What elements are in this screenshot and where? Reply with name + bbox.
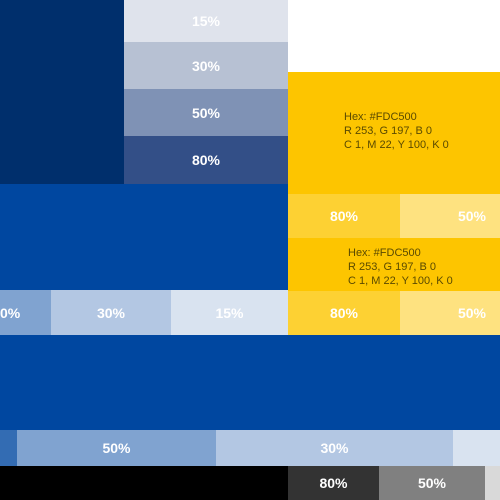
yellow-hex-2: Hex: #FDC500 bbox=[348, 247, 421, 259]
black-tint-50: 50% bbox=[379, 466, 485, 500]
yellow-swatch-secondary bbox=[288, 238, 500, 291]
blue-swatch bbox=[0, 184, 288, 290]
blank-area bbox=[288, 0, 500, 72]
yellow-tint-80-row2: 80% bbox=[288, 291, 400, 335]
navy-tint-50: 50% bbox=[124, 89, 288, 136]
blue-tint-15-row1: 15% bbox=[171, 290, 288, 335]
navy-tint-15: 15% bbox=[124, 0, 288, 42]
yellow-tint-80-row1: 80% bbox=[288, 194, 400, 238]
yellow-cmyk-2: C 1, M 22, Y 100, K 0 bbox=[348, 275, 453, 287]
yellow-rgb-2: R 253, G 197, B 0 bbox=[348, 261, 437, 273]
blue-tint-30-row1: 30% bbox=[51, 290, 171, 335]
black-tint-15 bbox=[485, 466, 500, 500]
blue-tint-50-row2: 50% bbox=[17, 430, 216, 466]
yellow-rgb-1: R 253, G 197, B 0 bbox=[344, 125, 433, 137]
yellow-swatch-primary bbox=[288, 72, 500, 194]
navy-tint-80: 80% bbox=[124, 136, 288, 184]
navy-tint-30: 30% bbox=[124, 42, 288, 89]
yellow-tint-50-row2: 50% bbox=[400, 291, 500, 335]
yellow-cmyk-1: C 1, M 22, Y 100, K 0 bbox=[344, 139, 449, 151]
blue-band bbox=[0, 335, 500, 430]
blue-tint-30-row2: 30% bbox=[216, 430, 453, 466]
blue-tint-50-row1: 0% bbox=[0, 290, 51, 335]
yellow-tint-50-row1: 50% bbox=[400, 194, 500, 238]
blue-tint-80-row2 bbox=[0, 430, 17, 466]
black-tint-80: 80% bbox=[288, 466, 379, 500]
blue-tint-15-row2 bbox=[453, 430, 500, 466]
navy-swatch bbox=[0, 0, 124, 184]
black-swatch bbox=[0, 466, 288, 500]
yellow-hex-1: Hex: #FDC500 bbox=[344, 111, 417, 123]
